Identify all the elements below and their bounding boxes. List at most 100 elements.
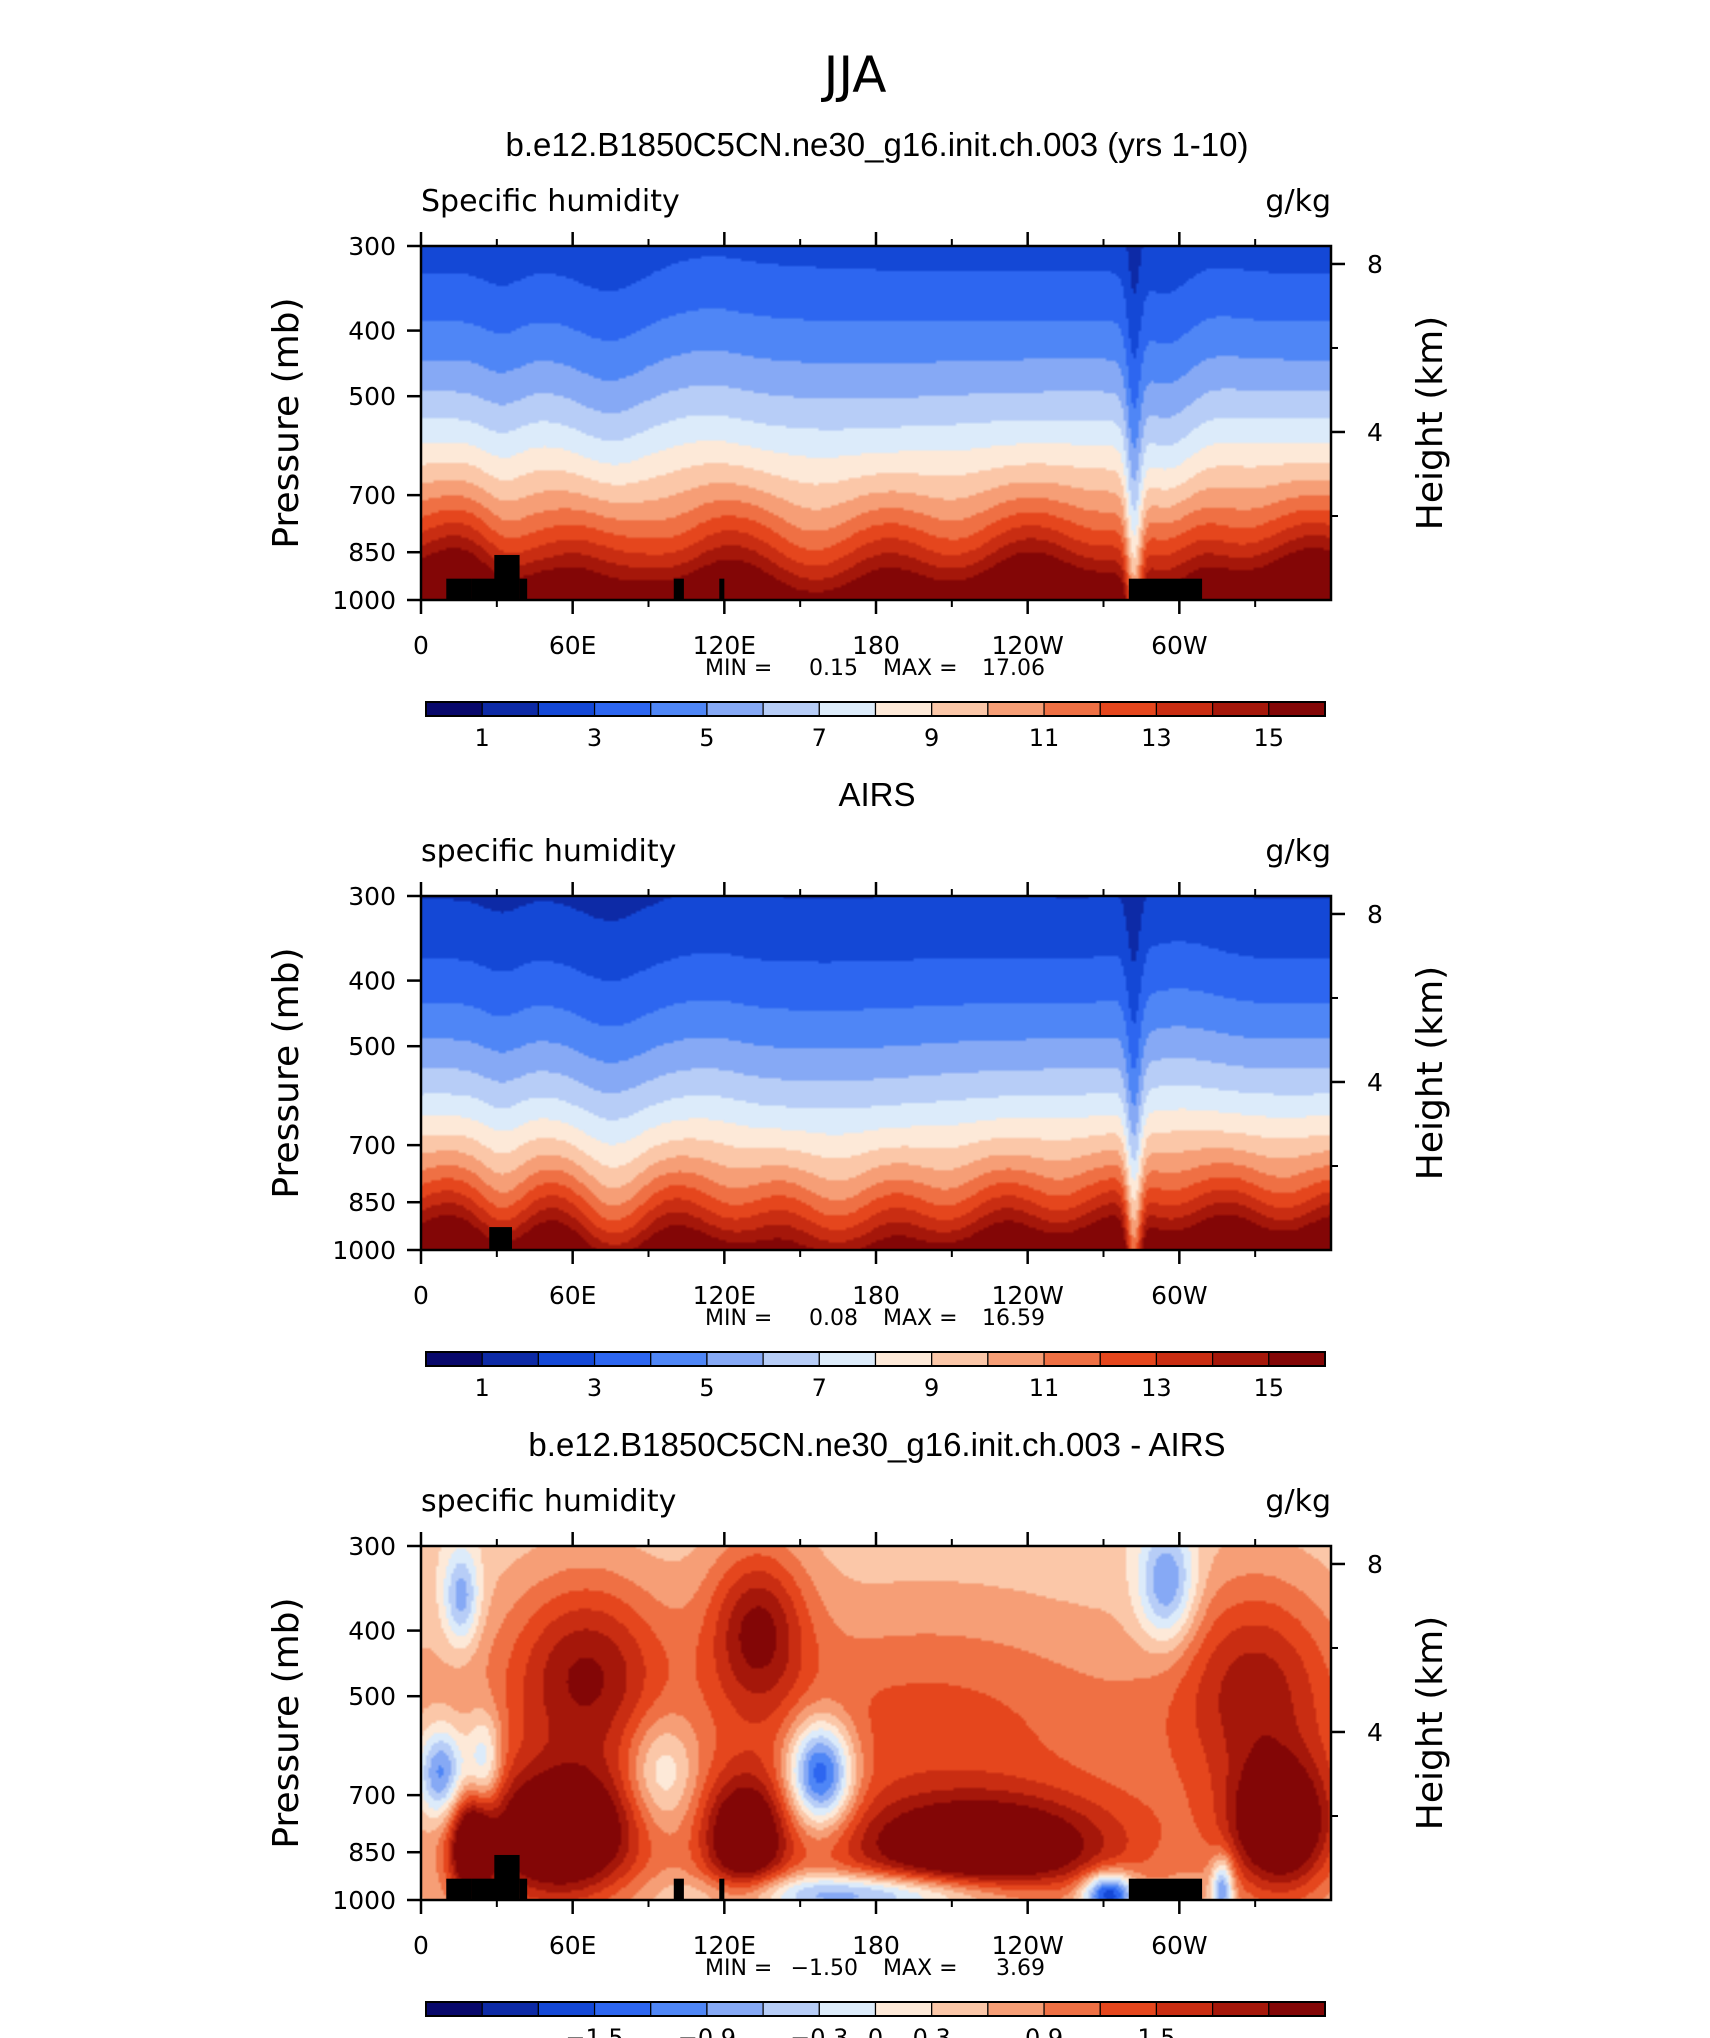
max-label: MAX =	[883, 1306, 958, 1331]
terrain-mask	[719, 1878, 725, 1900]
terrain-mask	[519, 1878, 528, 1900]
colorbar-box	[706, 701, 764, 717]
colorbar-label: 7	[812, 724, 827, 752]
y-tick-label: 700	[348, 1781, 396, 1810]
colorbar-box	[1212, 701, 1270, 717]
colorbar-label: 0	[868, 2024, 883, 2038]
chart-model: b.e12.B1850C5CN.ne30_g16.init.ch.003 (yr…	[266, 126, 1451, 752]
y-axis-label: Pressure (mb)	[266, 297, 307, 548]
terrain-mask	[471, 1878, 497, 1900]
colorbar-box	[1268, 1351, 1326, 1367]
colorbar-label: 9	[924, 724, 939, 752]
y-tick-label: 700	[348, 1131, 396, 1160]
colorbar-label: 5	[699, 1374, 714, 1402]
y-axis-label-right: Height (km)	[1410, 1616, 1451, 1830]
y-tick-label: 300	[348, 882, 396, 911]
terrain-mask	[673, 1878, 684, 1900]
chart-title: b.e12.B1850C5CN.ne30_g16.init.ch.003 - A…	[528, 1426, 1225, 1463]
colorbar-box	[650, 1351, 708, 1367]
colorbar-box	[593, 2001, 652, 2017]
colorbar-box	[425, 701, 483, 717]
y-tick-label: 700	[348, 481, 396, 510]
colorbar-box	[931, 1351, 989, 1367]
colorbar-box	[537, 2001, 596, 2017]
colorbar-box	[1155, 1351, 1214, 1367]
colorbar-label: 9	[924, 1374, 939, 1402]
right-tick-label: 4	[1367, 1068, 1383, 1097]
colorbar-label: 5	[699, 724, 714, 752]
colorbar-label: 0.3	[913, 2024, 951, 2038]
y-axis-label: Pressure (mb)	[266, 947, 307, 1198]
colorbar-box	[1268, 701, 1326, 717]
colorbar-label: 0.9	[1025, 2024, 1063, 2038]
chart-title: AIRS	[838, 776, 915, 813]
variable-label: specific humidity	[421, 1484, 676, 1519]
terrain-mask	[494, 554, 520, 600]
min-value: 0.15	[809, 656, 858, 681]
colorbar-box	[650, 701, 708, 717]
colorbar-box	[1043, 701, 1101, 717]
terrain-mask	[471, 578, 497, 600]
colorbar-label: 13	[1141, 724, 1172, 752]
right-tick-label: 8	[1367, 250, 1383, 279]
variable-label: specific humidity	[421, 834, 676, 869]
terrain-mask	[494, 1854, 520, 1900]
colorbar-box	[650, 2001, 708, 2017]
colorbar-box	[1155, 701, 1214, 717]
x-tick-label: 60E	[549, 1281, 597, 1310]
colorbar-label: 13	[1141, 1374, 1172, 1402]
colorbar-label: 3	[587, 724, 602, 752]
y-tick-label: 850	[348, 538, 396, 567]
min-value: −1.50	[791, 1956, 858, 1981]
right-tick-label: 8	[1367, 1550, 1383, 1579]
min-label: MIN =	[705, 1956, 772, 1981]
y-tick-label: 400	[348, 1617, 396, 1646]
min-label: MIN =	[705, 1306, 772, 1331]
colorbar-box	[481, 1351, 539, 1367]
colorbar-label: −0.9	[678, 2024, 736, 2038]
colorbar-box	[1043, 1351, 1101, 1367]
contour-field	[421, 1546, 1331, 1900]
units-label: g/kg	[1265, 834, 1331, 869]
y-tick-label: 500	[348, 1682, 396, 1711]
colorbar-box	[481, 701, 539, 717]
colorbar-frame	[425, 701, 1326, 717]
contour-field	[421, 246, 1331, 600]
min-label: MIN =	[705, 656, 772, 681]
colorbar-box	[1212, 2001, 1270, 2017]
y-tick-label: 300	[348, 1532, 396, 1561]
colorbar-label: 11	[1029, 1374, 1060, 1402]
max-label: MAX =	[883, 1956, 958, 1981]
y-axis-label-right: Height (km)	[1410, 966, 1451, 1180]
x-tick-label: 60E	[549, 631, 597, 660]
x-tick-label: 0	[413, 1281, 429, 1310]
terrain-mask	[673, 578, 684, 600]
right-tick-label: 4	[1367, 1718, 1383, 1747]
min-value: 0.08	[809, 1306, 858, 1331]
colorbar-label: 11	[1029, 724, 1060, 752]
colorbar-label: 1.5	[1137, 2024, 1175, 2038]
colorbar-label: 1	[475, 724, 490, 752]
x-tick-label: 120E	[693, 631, 757, 660]
colorbar-box	[762, 2001, 820, 2017]
y-tick-label: 850	[348, 1188, 396, 1217]
colorbar-box	[425, 2001, 483, 2017]
x-tick-label: 60E	[549, 1931, 597, 1960]
colorbar-box	[874, 2001, 933, 2017]
x-tick-label: 180	[852, 1281, 900, 1310]
y-tick-label: 400	[348, 967, 396, 996]
x-tick-label: 60W	[1151, 1281, 1208, 1310]
colorbar-box	[931, 701, 989, 717]
chart-title: b.e12.B1850C5CN.ne30_g16.init.ch.003 (yr…	[506, 126, 1249, 163]
colorbar-box	[1099, 2001, 1158, 2017]
x-tick-label: 60W	[1151, 1931, 1208, 1960]
colorbar-box	[818, 2001, 877, 2017]
colorbar-box	[706, 1351, 764, 1367]
terrain-mask	[719, 578, 725, 600]
y-tick-label: 500	[348, 1032, 396, 1061]
colorbar-box	[1155, 2001, 1214, 2017]
colorbar-label: −0.3	[790, 2024, 848, 2038]
colorbar-box	[818, 701, 877, 717]
colorbar-box	[1268, 2001, 1326, 2017]
colorbar-box	[931, 2001, 989, 2017]
